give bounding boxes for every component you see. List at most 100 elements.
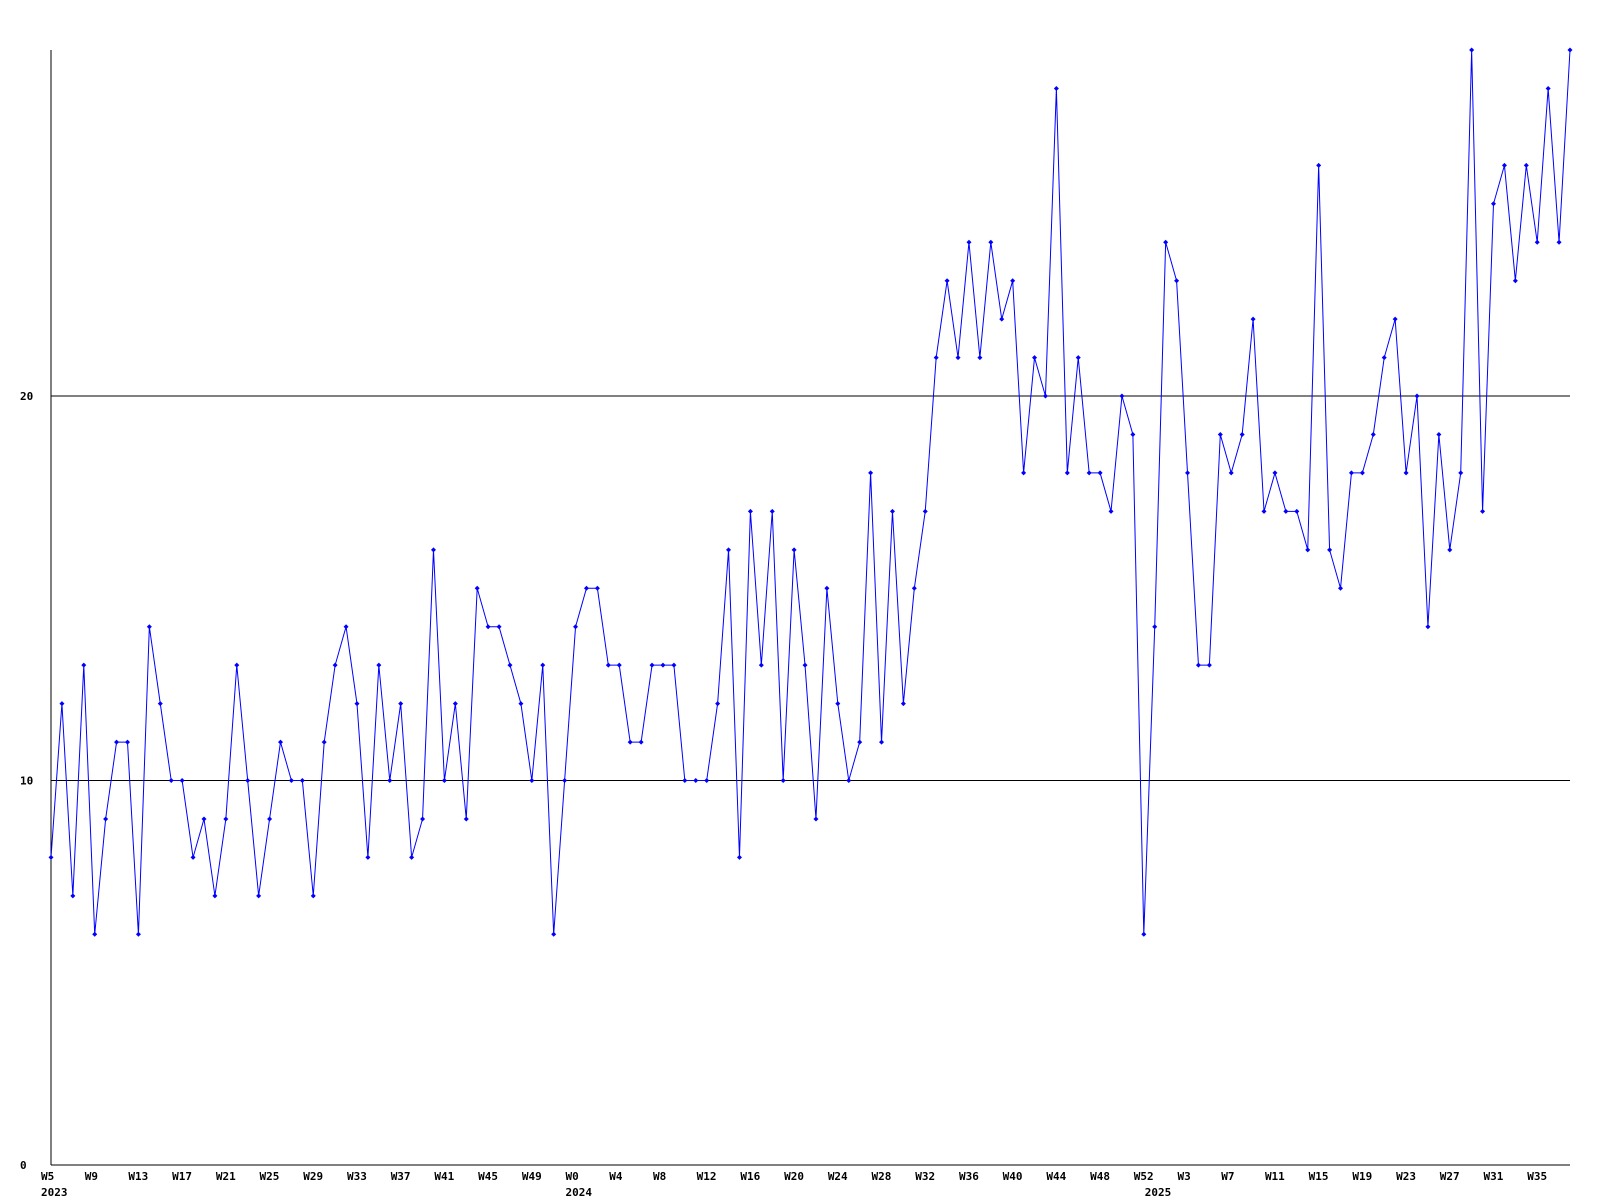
point: [354, 701, 360, 707]
x-tick-label: W41: [434, 1170, 454, 1183]
point: [1185, 470, 1191, 476]
point: [179, 778, 185, 784]
point: [190, 854, 196, 860]
point: [1523, 162, 1529, 168]
point: [551, 931, 557, 937]
x-tick-label: W9: [85, 1170, 98, 1183]
x-tick-label: W17: [172, 1170, 192, 1183]
point: [889, 508, 895, 514]
x-year-label: 2025: [1145, 1186, 1172, 1199]
x-tick-label: W48: [1090, 1170, 1110, 1183]
x-tick-label: W37: [391, 1170, 411, 1183]
point: [332, 662, 338, 668]
point: [310, 893, 316, 899]
point: [562, 778, 568, 784]
point: [168, 778, 174, 784]
point: [1458, 470, 1464, 476]
x-tick-label: W31: [1484, 1170, 1504, 1183]
x-tick-label: W15: [1309, 1170, 1329, 1183]
x-tick-label: W24: [828, 1170, 848, 1183]
line: [50, 49, 1571, 935]
x-tick-label: W36: [959, 1170, 979, 1183]
x-tick-label: W52: [1134, 1170, 1154, 1183]
point: [1283, 508, 1289, 514]
point: [1501, 162, 1507, 168]
point: [900, 701, 906, 707]
point: [1447, 547, 1453, 553]
point: [1359, 470, 1365, 476]
point: [157, 701, 163, 707]
point: [321, 739, 327, 745]
point: [583, 585, 589, 591]
point: [1348, 470, 1354, 476]
point: [124, 739, 130, 745]
point: [387, 778, 393, 784]
point: [256, 893, 262, 899]
point: [234, 662, 240, 668]
point: [1414, 393, 1420, 399]
x-tick-label: W32: [915, 1170, 935, 1183]
point: [802, 662, 808, 668]
point: [1370, 431, 1376, 437]
point: [1053, 85, 1059, 91]
x-tick-label: W21: [216, 1170, 236, 1183]
x-tick-label: W28: [872, 1170, 892, 1183]
point: [485, 624, 491, 630]
x-tick-label: W23: [1396, 1170, 1416, 1183]
x-tick-label: W25: [260, 1170, 280, 1183]
point: [682, 778, 688, 784]
point: [1436, 431, 1442, 437]
x-tick-label: W44: [1046, 1170, 1066, 1183]
point: [540, 662, 546, 668]
point: [933, 355, 939, 361]
point: [1195, 662, 1201, 668]
point: [1228, 470, 1234, 476]
point: [1272, 470, 1278, 476]
point: [518, 701, 524, 707]
point: [999, 316, 1005, 322]
point: [944, 278, 950, 284]
point: [1239, 431, 1245, 437]
point: [791, 547, 797, 553]
point: [1469, 47, 1475, 53]
point: [201, 816, 207, 822]
x-tick-label: W49: [522, 1170, 542, 1183]
point: [835, 701, 841, 707]
point: [1403, 470, 1409, 476]
point: [1491, 201, 1497, 207]
point: [1392, 316, 1398, 322]
point: [299, 778, 305, 784]
point: [1381, 355, 1387, 361]
point: [223, 816, 229, 822]
y-tick-label: 0: [20, 1159, 27, 1172]
point: [1064, 470, 1070, 476]
point: [726, 547, 732, 553]
point: [955, 355, 961, 361]
x-tick-label: W0: [566, 1170, 579, 1183]
point: [988, 239, 994, 245]
x-tick-label: W13: [128, 1170, 148, 1183]
point: [343, 624, 349, 630]
point: [1217, 431, 1223, 437]
point: [267, 816, 273, 822]
point: [649, 662, 655, 668]
point: [92, 931, 98, 937]
point: [103, 816, 109, 822]
x-tick-label: W8: [653, 1170, 666, 1183]
point: [1327, 547, 1333, 553]
point: [1010, 278, 1016, 284]
point: [398, 701, 404, 707]
point: [420, 816, 426, 822]
point: [911, 585, 917, 591]
point: [114, 739, 120, 745]
point: [376, 662, 382, 668]
point: [1316, 162, 1322, 168]
point: [922, 508, 928, 514]
point: [780, 778, 786, 784]
point: [1250, 316, 1256, 322]
x-tick-label: W27: [1440, 1170, 1460, 1183]
point: [1425, 624, 1431, 630]
x-tick-label: W29: [303, 1170, 323, 1183]
point: [846, 778, 852, 784]
point: [594, 585, 600, 591]
